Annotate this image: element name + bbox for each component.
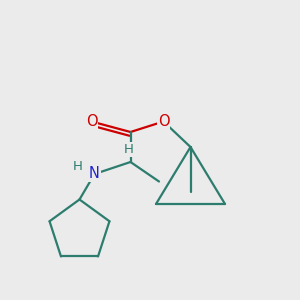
Text: O: O [86, 114, 97, 129]
Text: N: N [89, 167, 100, 182]
Text: H: H [73, 160, 83, 173]
Text: O: O [158, 114, 169, 129]
Text: H: H [124, 143, 134, 156]
